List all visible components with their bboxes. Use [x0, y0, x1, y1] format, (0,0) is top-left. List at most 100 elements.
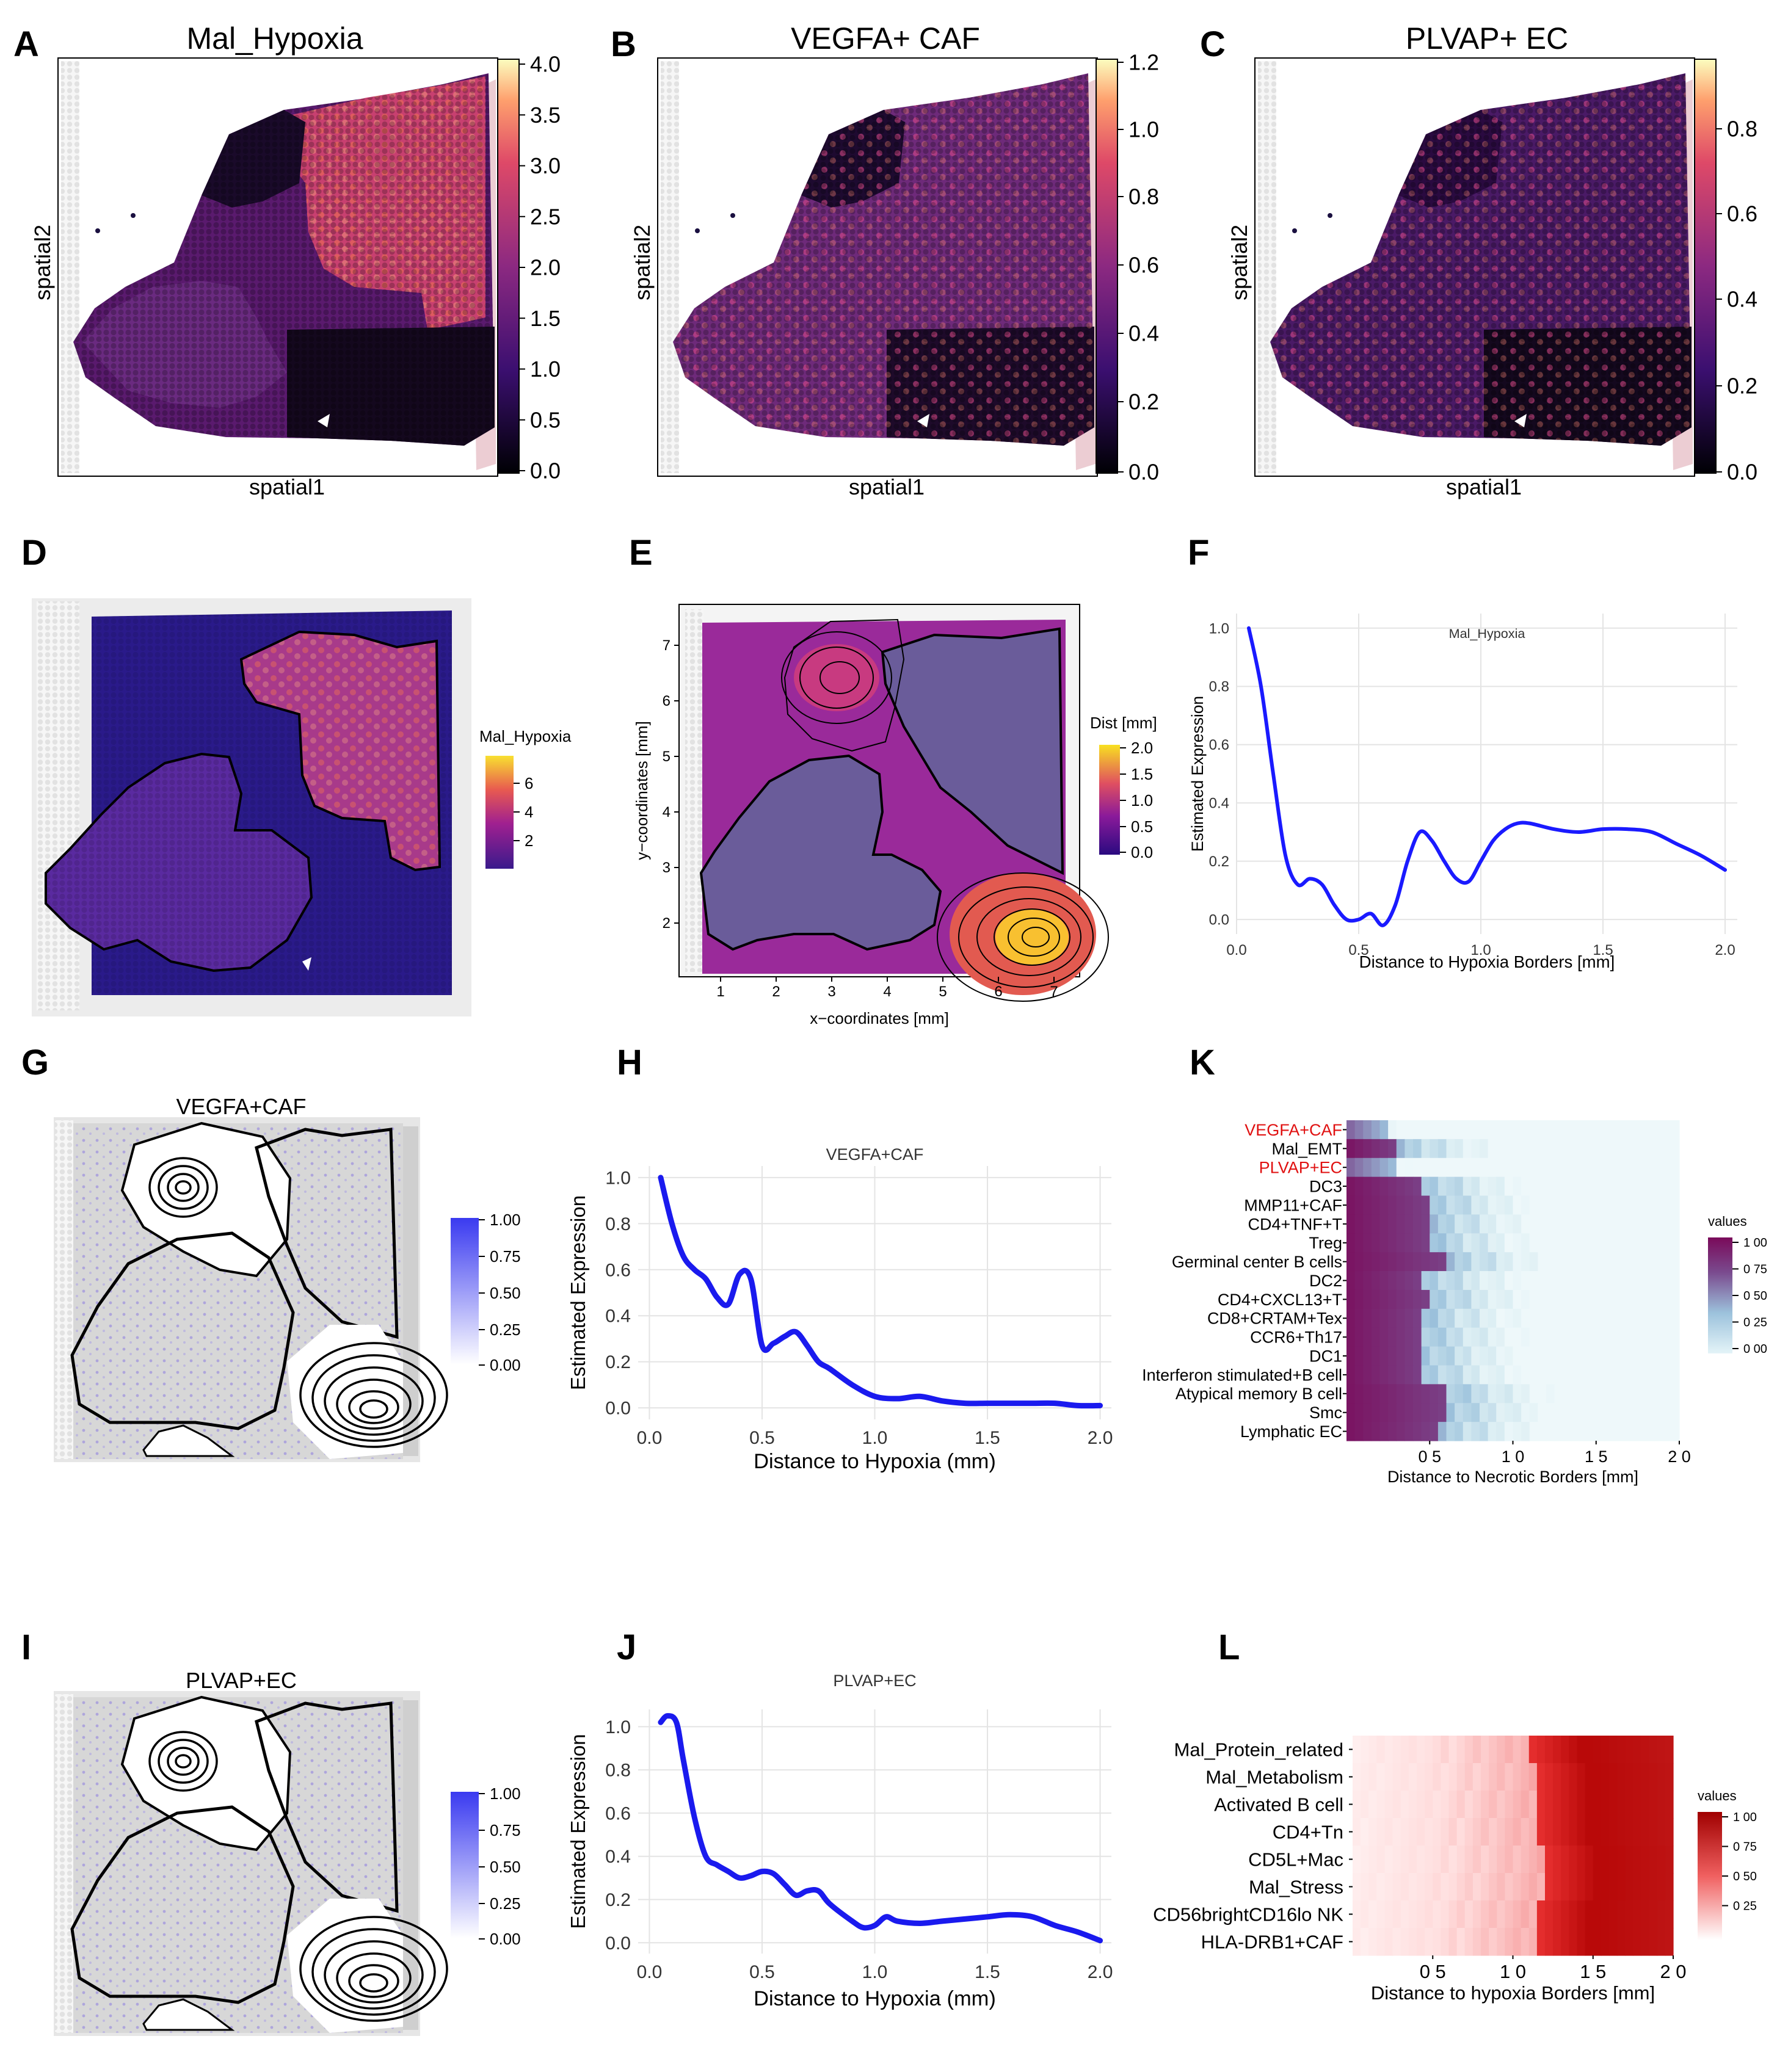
heatmap-cell	[1372, 1214, 1380, 1233]
heatmap-cell	[1497, 1791, 1505, 1819]
heatmap-cell	[1388, 1196, 1397, 1215]
colorbar-tick-label: 0.50	[490, 1858, 521, 1876]
heatmap-cell	[1513, 1791, 1522, 1819]
heatmap-cell	[1621, 1177, 1630, 1196]
heatmap-cell	[1422, 1252, 1430, 1271]
heatmap-cell	[1447, 1139, 1455, 1158]
heatmap-cell	[1571, 1347, 1580, 1366]
heatmap-cell	[1638, 1309, 1646, 1328]
plot-title: VEGFA+ CAF	[791, 21, 980, 56]
heatmap-cell	[1481, 1873, 1489, 1901]
panel-letter-A: A	[13, 24, 39, 64]
heatmap-cell	[1505, 1214, 1513, 1233]
colorbar-tick-label: 0.6	[1128, 253, 1159, 278]
heatmap-cell	[1571, 1177, 1580, 1196]
heatmap-cell	[1513, 1196, 1522, 1215]
heatmap-cell	[1521, 1384, 1530, 1403]
heatmap-cell	[1363, 1422, 1372, 1441]
colorbar-tick-label: 0.25	[490, 1894, 521, 1913]
heatmap-cell	[1646, 1384, 1655, 1403]
heatmap-cell	[1438, 1290, 1447, 1309]
heatmap-cell	[1638, 1271, 1646, 1290]
heatmap-cell	[1513, 1403, 1522, 1422]
heatmap-cell	[1505, 1139, 1513, 1158]
heatmap-cell	[1649, 1763, 1658, 1791]
heatmap-cell	[1405, 1365, 1413, 1384]
heatmap-cell	[1409, 1873, 1417, 1901]
heatmap-cell	[1355, 1290, 1364, 1309]
heatmap-cell	[1413, 1347, 1422, 1366]
panel-letter: I	[21, 1628, 31, 1667]
heatmap-cell	[1638, 1365, 1646, 1384]
colorbar-tick-label: 0 50	[1733, 1870, 1757, 1883]
heatmap-cell	[1513, 1290, 1522, 1309]
row-label: Mal_Protein_related	[1174, 1739, 1343, 1760]
heatmap-cell	[1473, 1846, 1481, 1874]
colorbar-tick-label: 0 75	[1733, 1841, 1757, 1854]
x-axis-label: x−coordinates [mm]	[810, 1009, 949, 1027]
heatmap-cell	[1413, 1384, 1422, 1403]
heatmap-cell	[1463, 1177, 1472, 1196]
heatmap-cell	[1555, 1252, 1563, 1271]
heatmap-cell	[1346, 1120, 1355, 1139]
heatmap-cell	[1641, 1900, 1650, 1929]
colorbar-tick-label: 0.8	[1727, 117, 1757, 142]
heatmap-cell	[1422, 1422, 1430, 1441]
heatmap-cell	[1430, 1365, 1438, 1384]
heatmap-cell	[1465, 1928, 1474, 1956]
heatmap-cell	[1555, 1309, 1563, 1328]
colorbar-tick-label: 6	[525, 774, 533, 792]
left-strip	[55, 1120, 73, 1459]
heatmap-cell	[1397, 1309, 1405, 1328]
heatmap-cell	[1413, 1120, 1422, 1139]
heatmap-cell	[1397, 1365, 1405, 1384]
heatmap-cell	[1505, 1365, 1513, 1384]
colorbar-tick-label: 0.00	[490, 1356, 521, 1374]
heatmap-cell	[1355, 1384, 1364, 1403]
heatmap-cell	[1505, 1252, 1513, 1271]
colorbar-tick-label: 0 25	[1733, 1900, 1757, 1913]
heatmap-cell	[1346, 1252, 1355, 1271]
heatmap-cell	[1617, 1763, 1626, 1791]
heatmap-cell	[1671, 1252, 1679, 1271]
colorbar-tick-label: 3.0	[530, 153, 561, 178]
heatmap-cell	[1355, 1422, 1364, 1441]
heatmap-cell	[1663, 1365, 1671, 1384]
heatmap-cell	[1346, 1403, 1355, 1422]
heatmap-cell	[1601, 1791, 1610, 1819]
heatmap-cell	[1596, 1365, 1605, 1384]
heatmap-cell	[1513, 1120, 1522, 1139]
heatmap-cell	[1521, 1347, 1530, 1366]
heatmap-cell	[1654, 1214, 1663, 1233]
heatmap-cell	[1563, 1384, 1571, 1403]
heatmap-cell	[1397, 1177, 1405, 1196]
heatmap-cell	[1457, 1818, 1466, 1846]
heatmap-cell	[1346, 1309, 1355, 1328]
heatmap-cell	[1513, 1763, 1522, 1791]
panel-letter-G: G	[21, 1043, 49, 1082]
heatmap-cell	[1355, 1252, 1364, 1271]
heatmap-cell	[1385, 1928, 1394, 1956]
heatmap-cell	[1361, 1873, 1369, 1901]
heatmap-cell	[1580, 1422, 1588, 1441]
heatmap-cell	[1430, 1271, 1438, 1290]
heatmap-cell	[1521, 1214, 1530, 1233]
heatmap-cell	[1617, 1846, 1626, 1874]
heatmap-cell	[1545, 1763, 1554, 1791]
heatmap-cell	[1671, 1365, 1679, 1384]
heatmap-cell	[1480, 1177, 1488, 1196]
heatmap-cell	[1471, 1214, 1480, 1233]
heatmap-cell	[1546, 1384, 1555, 1403]
heatmap-cell	[1497, 1846, 1505, 1874]
heatmap-cell	[1413, 1403, 1422, 1422]
heatmap-cell	[1471, 1271, 1480, 1290]
heatmap-cell	[1596, 1347, 1605, 1366]
heatmap-cell	[1588, 1252, 1596, 1271]
heatmap-cell	[1388, 1290, 1397, 1309]
heatmap-cell	[1521, 1233, 1530, 1252]
heatmap-cell	[1465, 1873, 1474, 1901]
heatmap-cell	[1447, 1214, 1455, 1233]
heatmap-cell	[1596, 1158, 1605, 1177]
colorbar-tick-label: 3.5	[530, 103, 561, 128]
